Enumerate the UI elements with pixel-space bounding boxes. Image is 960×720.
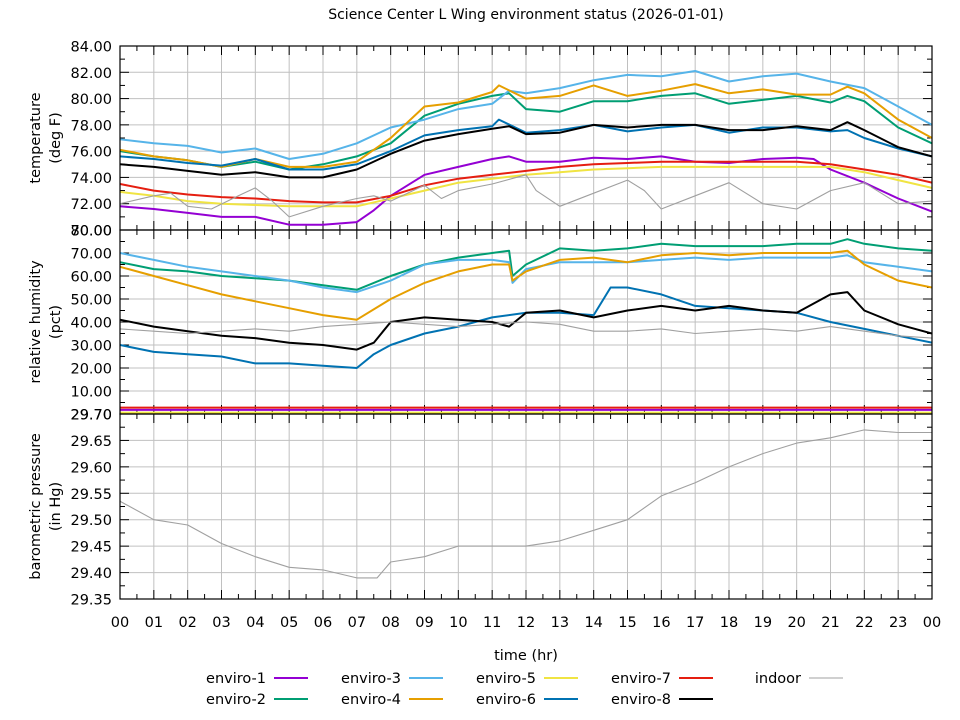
x-tick-label: 00	[923, 615, 941, 631]
x-tick-label: 23	[889, 615, 907, 631]
series-line-enviro-8	[120, 291, 932, 351]
x-tick-label: 18	[720, 615, 738, 631]
y-tick-label: 29.60	[70, 460, 112, 476]
legend-item-indoor: indoor	[755, 671, 843, 687]
y-tick-label: 80.00	[70, 224, 112, 240]
y-tick-label: 70.00	[70, 247, 112, 263]
legend-item-enviro-5: enviro-5	[476, 671, 578, 687]
legend-label: enviro-7	[611, 671, 671, 687]
y-tick-label: 40.00	[70, 316, 112, 332]
x-tick-label: 02	[178, 615, 196, 631]
x-tick-label: 11	[483, 615, 501, 631]
legend-label: enviro-8	[611, 692, 671, 708]
y-tick-label: 29.35	[70, 593, 112, 609]
humidity-series	[120, 238, 932, 414]
series-line-indoor	[120, 174, 932, 218]
series-line-enviro-7	[120, 160, 932, 204]
legend-item-enviro-4: enviro-4	[341, 692, 443, 708]
x-tick-label: 09	[415, 615, 433, 631]
series-line-enviro-2	[120, 92, 932, 171]
chart-panels: 80.00 72.00 74.00 76.00 78.00 80.00 82.00 84.00…	[28, 40, 933, 609]
legend-label: indoor	[755, 671, 801, 687]
pressure-axis-label: barometric pressure (in Hg)	[28, 433, 64, 580]
legend-label: enviro-2	[206, 692, 266, 708]
x-tick-label: 21	[821, 615, 839, 631]
legend-item-enviro-2: enviro-2	[206, 692, 308, 708]
legend-item-enviro-6: enviro-6	[476, 692, 578, 708]
y-tick-label: 84.00	[70, 40, 112, 56]
chart-title: Science Center L Wing environment status…	[328, 7, 724, 23]
y-tick-label: 60.00	[70, 270, 112, 286]
legend-item-enviro-1: enviro-1	[206, 671, 308, 687]
y-tick-label: 29.55	[70, 487, 112, 503]
humidity-panel: 29.70 10.00 20.00 30.00 40.00 50.00 60.00 70.00…	[28, 224, 933, 424]
legend-item-enviro-8: enviro-8	[611, 692, 713, 708]
y-tick-label: 29.50	[70, 513, 112, 529]
legend-label: enviro-6	[476, 692, 536, 708]
legend-label: enviro-1	[206, 671, 266, 687]
y-tick-label: 29.45	[70, 540, 112, 556]
y-tick-label: 10.00	[70, 385, 112, 401]
x-tick-label: 17	[686, 615, 704, 631]
x-tick-label: 08	[381, 615, 399, 631]
x-tick-label: 15	[618, 615, 636, 631]
y-tick-label: 29.65	[70, 434, 112, 450]
y-tick-label: 20.00	[70, 362, 112, 378]
x-tick-label: 14	[584, 615, 602, 631]
series-line-enviro-3	[120, 70, 932, 160]
x-tick-label: 07	[348, 615, 366, 631]
y-tick-label: 29.40	[70, 566, 112, 582]
x-tick-label: 04	[246, 615, 264, 631]
temperature-series	[120, 70, 932, 226]
y-tick-label: 80.00	[70, 92, 112, 108]
legend-label: enviro-4	[341, 692, 401, 708]
series-line-indoor	[120, 429, 932, 579]
y-tick-label: 50.00	[70, 293, 112, 309]
y-tick-label: 72.00	[70, 197, 112, 213]
x-tick-label: 13	[551, 615, 569, 631]
y-tick-label: 78.00	[70, 118, 112, 134]
x-tick-label: 22	[855, 615, 873, 631]
y-tick-label: 30.00	[70, 339, 112, 355]
pressure-panel: 29.35 29.40 29.45 29.50 29.55 29.60 29.65 29.70…	[28, 408, 933, 609]
y-tick-label: 74.00	[70, 171, 112, 187]
pressure-plot-frame	[119, 413, 933, 600]
series-line-enviro-4	[120, 249, 932, 321]
legend-label: enviro-3	[341, 671, 401, 687]
x-tick-label: 05	[280, 615, 298, 631]
humidity-axis-label: relative humidity (pct)	[28, 260, 64, 384]
temperature-panel: 80.00 72.00 74.00 76.00 78.00 80.00 82.00 84.00…	[28, 40, 933, 240]
y-tick-label: 29.70	[70, 408, 112, 424]
y-tick-label: 29.70	[70, 408, 112, 424]
x-tick-label: 06	[314, 615, 332, 631]
pressure-series	[120, 429, 932, 579]
x-tick-label: 20	[787, 615, 805, 631]
legend-item-enviro-7: enviro-7	[611, 671, 713, 687]
series-line-indoor	[120, 321, 932, 339]
x-tick-label: 03	[212, 615, 230, 631]
legend-label: enviro-5	[476, 671, 536, 687]
y-tick-label: 76.00	[70, 145, 112, 161]
x-tick-label: 16	[652, 615, 670, 631]
y-tick-label: 70.00	[70, 224, 112, 240]
series-line-enviro-1	[120, 155, 932, 226]
y-tick-label: 82.00	[70, 66, 112, 82]
series-line-enviro-6	[120, 118, 932, 171]
series-line-enviro-2	[120, 238, 932, 291]
x-tick-label: 01	[145, 615, 163, 631]
x-tick-label: 00	[111, 615, 129, 631]
x-tick-label: 10	[449, 615, 467, 631]
x-tick-label: 12	[517, 615, 535, 631]
x-axis-label: time (hr)	[494, 648, 558, 664]
x-tick-label: 19	[754, 615, 772, 631]
temperature-axis-label: temperature (deg F)	[28, 92, 64, 183]
legend: enviro-1 enviro-2 enviro-3 enviro-4 enviro-5…	[206, 671, 843, 708]
series-line-enviro-8	[120, 121, 932, 179]
legend-item-enviro-3: enviro-3	[341, 671, 443, 687]
x-axis-tick-labels: 00 01 02 03 04 05 06 07 08 09 10 11 12 13 14 15 16 17 18 19…	[111, 615, 941, 631]
